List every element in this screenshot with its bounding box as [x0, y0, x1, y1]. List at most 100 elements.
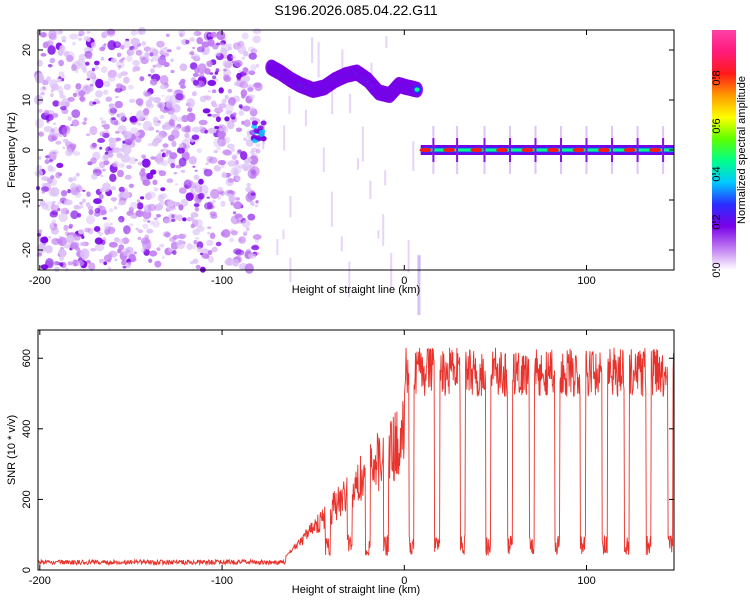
noise-blob [41, 203, 49, 210]
noise-blob [133, 251, 137, 255]
noise-blob [92, 101, 97, 105]
noise-blob [216, 30, 226, 41]
noise-blob [192, 165, 196, 168]
noise-blob [239, 81, 249, 89]
noise-blob [230, 215, 240, 225]
noise-blob [58, 76, 62, 80]
noise-blob [164, 152, 169, 157]
noise-blob [220, 200, 226, 207]
noise-blob [159, 107, 164, 112]
noise-blob [142, 120, 152, 131]
noise-blob [86, 215, 95, 225]
noise-blob [51, 227, 59, 235]
noise-blob [161, 160, 168, 167]
noise-blob [78, 229, 84, 235]
noise-blob [196, 246, 202, 253]
noise-blob [233, 248, 242, 255]
noise-blob [190, 114, 194, 118]
noise-blob [185, 39, 190, 45]
noise-blob [207, 90, 212, 93]
noise-blob [107, 259, 111, 263]
noise-blob [231, 55, 237, 59]
noise-blob [187, 107, 193, 112]
noise-blob [146, 191, 156, 199]
noise-blob [247, 46, 255, 53]
colorbar-ticks: 0.0 0.2 0.4 0.6 0.8 [711, 70, 723, 277]
noise-blob [63, 243, 71, 249]
noise-blob [108, 250, 118, 258]
noise-blob [139, 76, 145, 82]
noise-blob [90, 157, 97, 164]
noise-blob [90, 42, 96, 48]
noise-blob [93, 226, 101, 232]
noise-blob [159, 114, 165, 119]
noise-blob [147, 220, 151, 223]
noise-blob [242, 67, 249, 73]
noise-blob [142, 155, 146, 159]
noise-blob [202, 108, 211, 114]
noise-blob [118, 186, 125, 193]
noise-blob [43, 126, 53, 133]
noise-blob [176, 46, 181, 51]
noise-blob [191, 134, 200, 140]
noise-blob [233, 81, 240, 87]
noise-blob [175, 126, 181, 130]
noise-blob [110, 118, 119, 125]
noise-blob [44, 159, 50, 165]
colorbar-tick-label: 0.2 [711, 214, 723, 229]
noise-blob [111, 117, 116, 121]
noise-blob [219, 42, 225, 46]
noise-blob [228, 195, 236, 203]
noise-blob [175, 93, 184, 101]
noise-blob [223, 136, 231, 144]
noise-blob [49, 131, 56, 136]
noise-blob [159, 47, 168, 55]
noise-blob [137, 122, 142, 126]
noise-blob [192, 90, 198, 97]
noise-blob [52, 151, 57, 155]
noise-blob [67, 96, 75, 102]
noise-blob [49, 222, 58, 231]
noise-blob [116, 83, 123, 89]
noise-blob [38, 108, 43, 113]
faint-streak [390, 252, 393, 289]
noise-blob [40, 53, 47, 57]
noise-blob [75, 172, 80, 177]
noise-blob [158, 193, 168, 199]
noise-blob [119, 200, 126, 206]
noise-blob [194, 184, 203, 193]
noise-blob [88, 262, 96, 272]
noise-blob [149, 220, 155, 226]
noise-blob [233, 259, 239, 265]
noise-blob [178, 204, 184, 211]
noise-blob [129, 46, 135, 50]
noise-blob [89, 143, 98, 150]
noise-blob [42, 86, 46, 90]
noise-blob [162, 148, 168, 152]
noise-blob [136, 199, 141, 203]
noise-blob [146, 228, 154, 234]
noise-blob [75, 69, 79, 73]
noise-blob [207, 33, 211, 37]
noise-blob [109, 107, 118, 114]
noise-blob [241, 32, 249, 40]
noise-blob [190, 212, 199, 218]
noise-blob [242, 267, 246, 270]
noise-blob [121, 143, 127, 149]
noise-blob [162, 109, 168, 113]
noise-blob [199, 126, 204, 129]
noise-blob [178, 157, 187, 167]
noise-blob [143, 46, 152, 52]
noise-blob [228, 97, 236, 106]
noise-blob [191, 244, 197, 250]
faint-streak [304, 109, 307, 127]
noise-blob [48, 235, 52, 239]
cluster-blob [257, 125, 264, 131]
noise-blob [250, 192, 256, 196]
noise-blob [137, 236, 142, 241]
noise-blob [101, 66, 108, 74]
cluster-blob [251, 120, 258, 126]
noise-blob [98, 193, 104, 200]
x-tick-label: 0 [401, 275, 407, 287]
